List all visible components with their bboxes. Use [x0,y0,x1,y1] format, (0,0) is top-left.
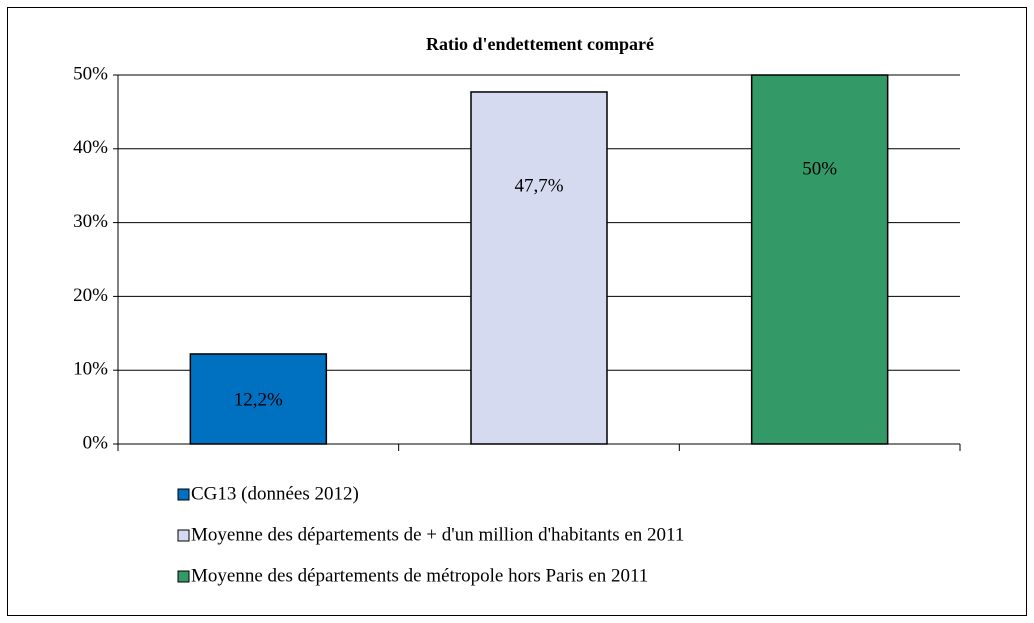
y-tick-label: 20% [73,285,108,306]
legend-label: Moyenne des départements de métropole ho… [191,565,648,586]
y-tick-label: 40% [73,137,108,158]
data-label: 47,7% [514,175,563,196]
bar [470,91,608,445]
legend-swatch [177,529,190,542]
y-tick-label: 30% [73,211,108,232]
legend-label: Moyenne des départements de + d'un milli… [191,524,684,545]
bar [750,74,889,445]
chart-title: Ratio d'endettement comparé [426,34,654,54]
bar [189,353,328,445]
legend-swatch [177,488,190,501]
legend-label: CG13 (données 2012) [191,483,359,504]
data-label: 12,2% [234,389,283,410]
data-label: 50% [802,158,837,179]
legend-swatch [177,570,190,583]
y-tick-label: 10% [73,359,108,380]
y-tick-label: 0% [83,432,109,453]
y-tick-label: 50% [73,63,108,84]
